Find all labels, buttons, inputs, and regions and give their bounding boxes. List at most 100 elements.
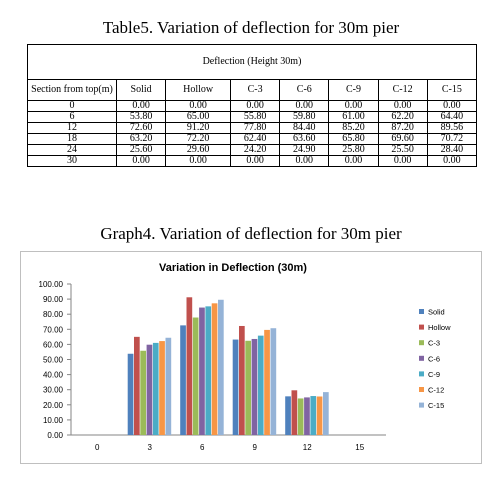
y-tick-label: 70.00 — [43, 325, 64, 334]
column-header: Section from top(m) — [27, 79, 117, 101]
table-cell: 53.80 — [115, 111, 167, 123]
legend-swatch — [419, 340, 424, 346]
table-row: 30 0.00 0.00 0.00 0.00 0.00 0.00 0.00 — [27, 155, 478, 167]
bar-c-15 — [165, 337, 172, 435]
table-cell: 0.00 — [377, 155, 428, 167]
bar-c-9 — [257, 335, 264, 435]
bar-solid — [285, 396, 291, 435]
y-tick-label: 50.00 — [43, 356, 64, 365]
table-cell: 62.20 — [377, 111, 428, 123]
table-cell: 87.20 — [377, 122, 428, 134]
table-cell: 72.60 — [115, 122, 167, 134]
bar-c-3 — [297, 398, 304, 435]
legend-label: C-15 — [428, 401, 444, 410]
x-tick-label: 12 — [303, 443, 312, 452]
bar-solid — [232, 339, 239, 435]
legend-label: Solid — [428, 308, 445, 317]
table-cell: 77.80 — [230, 122, 281, 134]
table-cell: 70.72 — [426, 133, 478, 145]
bar-c-12 — [159, 341, 165, 435]
bar-c-9 — [152, 342, 159, 435]
table-group-header: Deflection (Height 30m) — [27, 44, 477, 80]
column-header: C-15 — [426, 79, 478, 101]
legend-swatch — [419, 324, 424, 330]
column-header: Hollow — [165, 79, 232, 101]
bar-c-3 — [245, 340, 251, 435]
y-tick-label: 100.00 — [39, 280, 64, 289]
table-cell: 0.00 — [279, 100, 330, 112]
table-group-header-row: Deflection (Height 30m) — [27, 44, 477, 80]
legend-label: C-3 — [428, 339, 440, 348]
bar-c-9 — [205, 306, 212, 435]
table-cell: 0 — [27, 100, 117, 112]
bar-c-6 — [146, 344, 153, 435]
legend-swatch — [419, 371, 424, 377]
y-tick-label: 10.00 — [43, 416, 64, 425]
table-cell: 0.00 — [426, 155, 478, 167]
bar-hollow — [291, 390, 298, 435]
table-row: 18 63.20 72.20 62.40 63.60 65.80 69.60 70.72 — [27, 133, 478, 145]
table-cell: 61.00 — [328, 111, 379, 123]
table-cell: 0.00 — [279, 155, 330, 167]
legend-label: C-12 — [428, 386, 444, 395]
table-cell: 28.40 — [426, 144, 478, 156]
x-tick-label: 9 — [253, 443, 258, 452]
column-header: Solid — [115, 79, 167, 101]
table-cell: 0.00 — [426, 100, 478, 112]
bar-c-15 — [323, 392, 329, 435]
bar-c-6 — [199, 307, 205, 435]
bar-c-15 — [270, 328, 277, 435]
table-cell: 65.00 — [165, 111, 232, 123]
table-cell: 72.20 — [165, 133, 232, 145]
legend-swatch — [419, 355, 424, 361]
table-cell: 18 — [27, 133, 117, 145]
table-cell: 0.00 — [230, 100, 281, 112]
table-cell: 55.80 — [230, 111, 281, 123]
legend-swatch — [419, 402, 424, 408]
table-cell: 0.00 — [328, 100, 379, 112]
bar-c-3 — [140, 350, 146, 435]
table-cell: 24.20 — [230, 144, 281, 156]
bar-solid — [127, 353, 134, 435]
table-cell: 63.60 — [279, 133, 330, 145]
table-cell: 91.20 — [165, 122, 232, 134]
table-row: 12 72.60 91.20 77.80 84.40 85.20 87.20 89.56 — [27, 122, 478, 134]
table-cell: 0.00 — [115, 100, 167, 112]
bar-c-15 — [218, 299, 224, 435]
y-tick-label: 40.00 — [43, 371, 64, 380]
table-cell: 64.40 — [426, 111, 478, 123]
bar-c-9 — [310, 396, 317, 435]
table-cell: 62.40 — [230, 133, 281, 145]
bar-hollow — [186, 297, 193, 435]
y-tick-label: 80.00 — [43, 310, 64, 319]
x-tick-label: 0 — [95, 443, 100, 452]
table-caption: Table5. Variation of deflection for 30m … — [102, 18, 400, 37]
table-row: 24 25.60 29.60 24.20 24.90 25.80 25.50 28.40 — [27, 144, 478, 156]
x-tick-label: 3 — [148, 443, 153, 452]
legend-swatch — [419, 309, 424, 314]
legend-label: Hollow — [428, 323, 451, 332]
bar-c-12 — [211, 303, 218, 435]
table-cell: 0.00 — [165, 100, 232, 112]
table-cell: 25.50 — [377, 144, 428, 156]
column-header: C-9 — [328, 79, 379, 101]
table-row: 6 53.80 65.00 55.80 59.80 61.00 62.20 64.40 — [27, 111, 478, 123]
graph-caption: Graph4. Variation of deflection for 30m … — [100, 224, 402, 243]
y-tick-label: 60.00 — [43, 340, 64, 349]
table-cell: 25.60 — [115, 144, 167, 156]
legend-label: C-9 — [428, 370, 440, 379]
table-cell: 25.80 — [328, 144, 379, 156]
table-cell: 85.20 — [328, 122, 379, 134]
chart-frame: Variation in Deflection (30m) 0.00 10.00 20… — [20, 251, 482, 464]
table-cell: 63.20 — [115, 133, 167, 145]
table-cell: 0.00 — [115, 155, 167, 167]
table-cell: 0.00 — [377, 100, 428, 112]
table-cell: 59.80 — [279, 111, 330, 123]
table-column-header-row: Section from top(m) Solid Hollow C-3 C-6 C-9 C… — [27, 79, 478, 101]
table-cell: 0.00 — [328, 155, 379, 167]
y-tick-label: 90.00 — [43, 295, 64, 304]
column-header: C-6 — [279, 79, 330, 101]
table-cell: 69.60 — [377, 133, 428, 145]
table-cell: 84.40 — [279, 122, 330, 134]
table-cell: 89.56 — [426, 122, 478, 134]
